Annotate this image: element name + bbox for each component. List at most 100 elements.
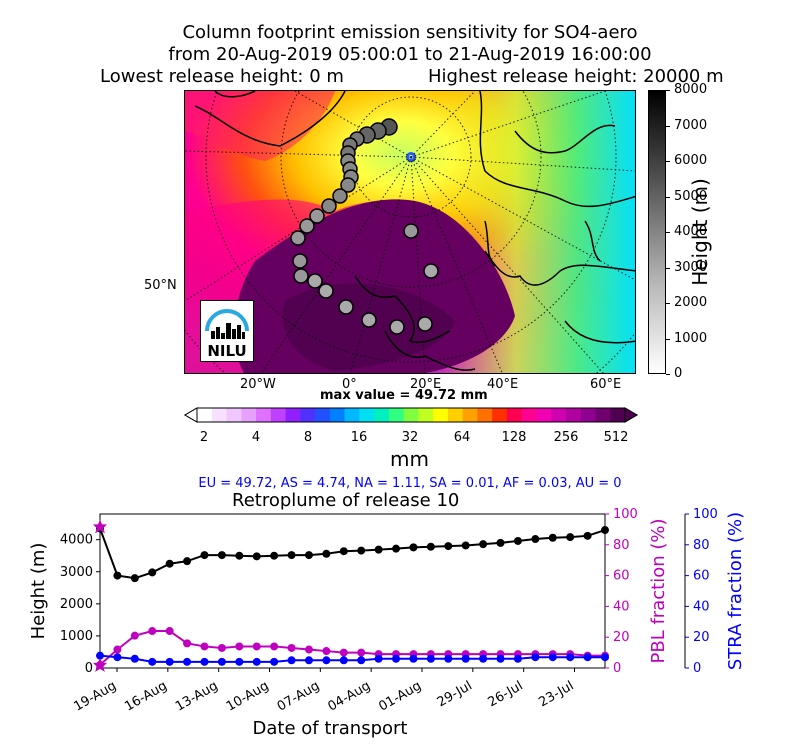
series-point-1: [165, 627, 174, 636]
series-point-2: [601, 653, 609, 662]
series-point-0: [444, 542, 453, 551]
colorbar-segment: [565, 408, 582, 422]
height-colorbar-tick-mark: [666, 196, 670, 198]
colorbar-segment: [270, 408, 287, 422]
plot-frame: [99, 513, 606, 669]
colorbar-segment: [580, 408, 596, 422]
height-colorbar-tick: 3000: [674, 259, 708, 275]
colorbar-segment: [256, 408, 272, 422]
colorbar-segment: [359, 408, 375, 422]
height-colorbar-label: Height (m): [688, 178, 712, 286]
colorbar-segment: [536, 408, 552, 422]
colorbar-segment: [241, 408, 257, 422]
series-point-0: [217, 551, 226, 560]
height-colorbar-tick-mark: [666, 338, 670, 340]
colorbar-segment: [595, 408, 611, 422]
longitude-label: 40°E: [487, 377, 519, 392]
series-point-1: [357, 648, 366, 657]
pbl-tick-label: 40: [613, 599, 630, 614]
series-point-2: [444, 654, 453, 663]
x-axis-label: Date of transport: [253, 718, 408, 739]
height-colorbar-tick: 8000: [674, 82, 708, 97]
series-point-2: [200, 657, 209, 666]
series-point-2: [287, 656, 296, 665]
series-point-2: [304, 656, 313, 665]
series-point-1: [183, 639, 192, 648]
series-point-0: [287, 551, 296, 560]
series-point-2: [548, 653, 557, 662]
series-point-2: [426, 654, 435, 663]
series-line-0: [99, 528, 606, 580]
series-point-0: [583, 531, 592, 540]
series-point-1: [113, 645, 122, 654]
series-point-2: [531, 653, 540, 662]
sensitivity-colorbar-tick: 4: [251, 430, 261, 445]
x-tick-label: 23-Jul: [536, 678, 576, 710]
series-point-0: [357, 546, 366, 555]
colorbar-segment: [433, 408, 449, 422]
colorbar-segment: [285, 408, 301, 422]
sensitivity-colorbar-tick: 512: [603, 430, 629, 445]
y-tick-label: 4000: [60, 533, 93, 548]
stra-tick-label: 80: [693, 538, 710, 553]
series-point-0: [531, 535, 540, 544]
pbl-tick-label: 60: [613, 569, 630, 584]
series-point-2: [374, 654, 383, 663]
height-colorbar-tick: 7000: [674, 117, 708, 133]
series-point-1: [339, 648, 348, 657]
pbl-tick-label: 80: [613, 538, 630, 553]
y-axis-label: Height (m): [28, 543, 49, 640]
series-point-0: [601, 526, 609, 535]
map-canvas: [185, 91, 635, 373]
x-tick-label: 26-Jul: [486, 678, 526, 710]
height-colorbar-tick: 0: [674, 366, 683, 381]
height-colorbar-tick-mark: [666, 232, 670, 233]
colorbar-segment: [447, 408, 464, 422]
max-value-label: max value = 49.72 mm: [320, 388, 488, 403]
colorbar-segment: [300, 408, 316, 422]
x-tick-label: 19-Aug: [71, 678, 119, 714]
series-point-2: [566, 653, 575, 662]
colorbar-segment: [226, 408, 242, 422]
sensitivity-colorbar: [183, 406, 639, 426]
series-point-2: [461, 654, 470, 663]
x-tick-label: 29-Jul: [435, 678, 475, 710]
colorbar-segment: [403, 408, 419, 422]
sensitivity-colorbar-tick: 16: [350, 430, 368, 445]
height-colorbar-tick-mark: [666, 90, 670, 91]
series-point-2: [479, 654, 488, 663]
colorbar-segment: [315, 408, 331, 422]
series-point-1: [270, 642, 279, 651]
series-point-2: [496, 654, 505, 663]
stra-tick-label: 40: [693, 599, 710, 614]
stra-tick-label: 20: [693, 630, 710, 645]
colorbar-segment: [197, 408, 213, 422]
series-point-1: [235, 642, 244, 651]
series-point-0: [426, 542, 435, 551]
colorbar-segment: [329, 408, 346, 422]
series-point-2: [165, 657, 174, 666]
series-point-0: [392, 544, 401, 553]
series-point-2: [339, 656, 348, 665]
colorbar-segment: [551, 408, 567, 422]
series-point-2: [217, 657, 226, 666]
figure-title-line1: Column footprint emission sensitivity fo…: [182, 22, 638, 43]
colorbar-segment: [462, 408, 478, 422]
series-point-1: [322, 647, 331, 656]
longitude-label: 20°W: [240, 377, 276, 392]
colorbar-segment: [418, 408, 434, 422]
pbl-tick-label: 100: [613, 507, 638, 522]
chart-title: Retroplume of release 10: [232, 490, 460, 511]
height-colorbar-tick: 1000: [674, 330, 708, 346]
stra-axis-label: STRA fraction (%): [725, 512, 746, 670]
height-colorbar-tick-mark: [666, 303, 670, 304]
series-point-1: [217, 643, 226, 652]
series-point-0: [148, 568, 157, 577]
series-point-2: [392, 654, 401, 663]
series-point-2: [513, 654, 522, 663]
series-point-0: [409, 543, 418, 552]
x-tick-label: 16-Aug: [122, 678, 170, 714]
series-point-2: [270, 657, 279, 666]
series-point-2: [183, 657, 192, 666]
height-colorbar-tick-mark: [666, 374, 670, 375]
